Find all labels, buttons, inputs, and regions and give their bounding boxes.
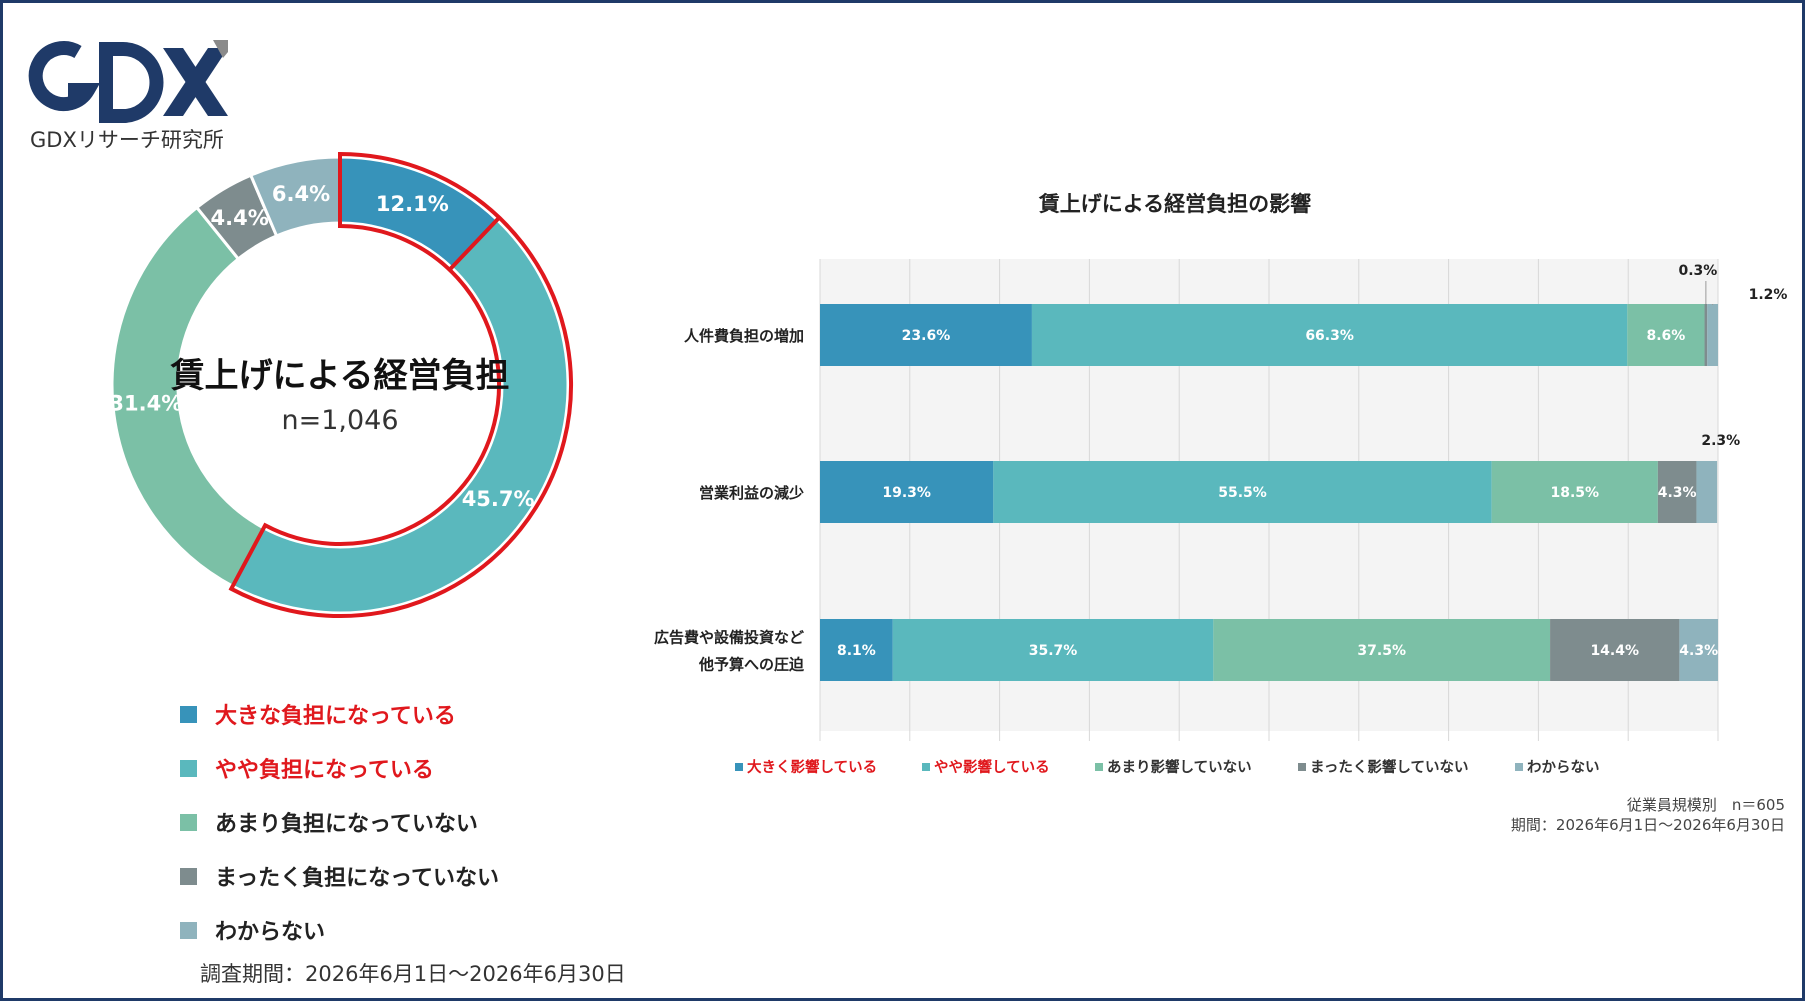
legend-label: 大きく影響している — [747, 758, 877, 776]
legend-label: まったく負担になっていない — [215, 866, 500, 891]
donut-sample-size: n=1,046 — [281, 405, 399, 436]
data-label: 18.5% — [1550, 485, 1599, 501]
data-label: 4.3% — [1658, 485, 1697, 501]
donut-slice-label-3: 4.4% — [211, 206, 269, 230]
data-label: 0.3% — [1678, 263, 1717, 279]
bar-segment — [1550, 619, 1680, 681]
data-label: 2.3% — [1701, 433, 1740, 449]
bar-segment — [1707, 304, 1718, 366]
legend-label: 大きな負担になっている — [215, 704, 456, 729]
legend-swatch — [180, 867, 197, 885]
data-label: 4.3% — [1679, 643, 1718, 659]
donut-slice-2 — [110, 205, 266, 589]
legend-item-0: 大きな負担になっている — [180, 687, 499, 741]
bar-segment — [993, 461, 1492, 523]
donut-chart: 12.1% 45.7% 31.4% 4.4%6.4% — [109, 151, 573, 618]
donut-title: 賃上げによる経営負担 — [170, 356, 510, 396]
legend-swatch — [1515, 763, 1523, 771]
bar-segment — [1679, 619, 1718, 681]
legend-item-1: やや負担になっている — [180, 741, 499, 795]
donut-slice-label-2: 31.4% — [109, 391, 182, 415]
bar-chart-footer: 従業員規模別 n＝605 期間：2026年6月1日～2026年6月30日 — [1511, 795, 1785, 835]
legend-label: やや影響している — [934, 758, 1050, 776]
bar-segment — [1031, 304, 1628, 366]
data-label: 8.1% — [837, 643, 876, 659]
category-label: 他予算への圧迫 — [698, 656, 805, 674]
bar-segment — [1696, 461, 1718, 523]
bar-chart-title: 賃上げによる経営負担の影響 — [1038, 192, 1311, 216]
legend-swatch — [180, 705, 197, 723]
data-label: 35.7% — [1029, 643, 1078, 659]
legend-swatch — [180, 813, 197, 831]
data-label: 19.3% — [882, 485, 931, 501]
data-label: 1.2% — [1749, 287, 1788, 303]
legend-label: あまり影響していない — [1107, 758, 1252, 776]
category-label: 営業利益の減少 — [699, 484, 804, 502]
donut-legend: 大きな負担になっている やや負担になっているあまり負担になっていない まったく負担に… — [180, 687, 499, 957]
bar-segment — [820, 304, 1032, 366]
footer-sample: 従業員規模別 n＝605 — [1626, 796, 1785, 814]
bar-segment — [1704, 304, 1708, 366]
category-label: 人件費負担の増加 — [684, 327, 804, 345]
bar-segment — [820, 461, 994, 523]
bar-segment — [892, 619, 1214, 681]
data-label: 14.4% — [1590, 643, 1639, 659]
legend-label: やや負担になっている — [215, 758, 434, 783]
donut-highlight-outline — [228, 151, 573, 618]
donut-slice-1 — [230, 217, 570, 615]
gdx-logo — [28, 40, 228, 123]
data-label: 37.5% — [1357, 643, 1406, 659]
data-label: 23.6% — [902, 328, 951, 344]
bar-segment — [820, 619, 893, 681]
legend-swatch — [922, 763, 930, 771]
donut-highlight-divider — [448, 216, 501, 272]
donut-slice-label-1: 45.7% — [462, 487, 535, 511]
bar-segment — [1657, 461, 1697, 523]
legend-swatch — [180, 759, 197, 777]
legend-swatch — [1298, 763, 1306, 771]
bar-segment — [1627, 304, 1705, 366]
legend-item-3: まったく負担になっていない — [180, 849, 499, 903]
legend-label: まったく影響していない — [1310, 758, 1468, 776]
legend-item-4: わからない — [180, 903, 499, 957]
data-label: 8.6% — [1647, 328, 1686, 344]
legend-label: わからない — [215, 920, 326, 945]
legend-label: あまり負担になっていない — [215, 812, 478, 837]
bar-segment — [1491, 461, 1658, 523]
footer-period: 期間：2026年6月1日～2026年6月30日 — [1510, 816, 1785, 834]
legend-item-2: あまり負担になっていない — [180, 795, 499, 849]
legend-label: わからない — [1527, 759, 1600, 776]
logo-caption: GDXリサーチ研究所 — [30, 128, 224, 152]
donut-slice-label-0: 12.1% — [376, 192, 449, 216]
survey-period: 調査期間：2026年6月1日～2026年6月30日 — [200, 962, 626, 986]
legend-swatch — [1095, 763, 1103, 771]
category-label: 広告費や設備投資など — [654, 629, 804, 647]
donut-slice-label-4: 6.4% — [272, 182, 330, 206]
legend-swatch — [735, 763, 743, 771]
data-label: 55.5% — [1218, 485, 1267, 501]
bar-segment — [1213, 619, 1551, 681]
data-label: 66.3% — [1305, 328, 1354, 344]
legend-swatch — [180, 921, 197, 939]
